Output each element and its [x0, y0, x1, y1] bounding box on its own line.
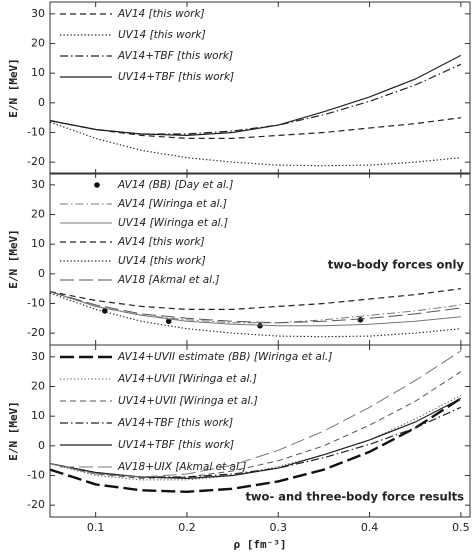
legend-label: UV14 [this work]	[118, 255, 206, 267]
x-axis-label: ρ [fm⁻³]	[234, 538, 287, 551]
data-line	[50, 397, 462, 494]
legend-label: AV14+UVII estimate (BB) [Wiringa et al.]	[117, 351, 332, 363]
y-tick-label: 20	[31, 208, 45, 221]
data-line	[50, 371, 462, 479]
y-tick-label: 10	[31, 409, 45, 422]
legend-label: AV14 [this work]	[117, 8, 205, 20]
legend-label: AV14 [this work]	[117, 236, 205, 248]
x-tick-label: 0.3	[270, 521, 288, 534]
annotation: two- and three-body force results	[245, 490, 464, 504]
legend-label: UV14 [this work]	[118, 29, 206, 41]
data-line	[50, 292, 461, 338]
y-tick-label: 0	[38, 96, 45, 109]
y-tick-label: 30	[31, 7, 45, 20]
data-line	[50, 350, 462, 478]
data-line	[50, 291, 461, 324]
y-tick-label: -20	[27, 326, 45, 339]
x-tick-label: 0.4	[361, 521, 379, 534]
data-line	[50, 288, 461, 310]
y-tick-label: 20	[31, 37, 45, 50]
data-point	[165, 318, 172, 325]
data-line	[50, 291, 461, 327]
data-line	[50, 117, 461, 139]
y-tick-label: 30	[31, 350, 45, 363]
plot-frame	[49, 344, 471, 518]
y-axis-label: E/N [MeV]	[7, 229, 20, 289]
annotation: two-body forces only	[328, 258, 465, 272]
data-line	[50, 291, 461, 324]
y-tick-label: 30	[31, 178, 45, 191]
legend-label: AV14 (BB) [Day et al.]	[117, 179, 233, 191]
legend-label: UV14 [Wiringa et al.]	[118, 217, 228, 229]
y-axis-label: E/N [MeV]	[7, 401, 20, 461]
data-line	[50, 397, 462, 480]
legend-label: AV14 [Wiringa et al.]	[117, 198, 227, 210]
data-point	[257, 322, 263, 329]
legend-label: UV14+TBF [this work]	[118, 71, 234, 83]
legend-marker	[94, 182, 100, 188]
legend-label: AV18 [Akmal et al.]	[117, 274, 220, 286]
data-point	[357, 316, 364, 323]
y-tick-label: -10	[27, 125, 45, 138]
legend-label: AV18+UIX [Akmal et al.]	[117, 461, 246, 473]
x-tick-label: 0.1	[87, 521, 105, 534]
data-line	[50, 63, 462, 135]
y-tick-label: 0	[38, 439, 45, 452]
x-tick-label: 0.5	[452, 521, 470, 534]
data-line	[50, 121, 461, 167]
y-tick-label: -20	[27, 498, 45, 511]
y-axis-label: E/N [MeV]	[7, 58, 20, 118]
y-tick-label: 10	[31, 237, 45, 250]
legend-label: AV14+TBF [this work]	[117, 417, 233, 429]
data-line	[50, 54, 462, 137]
y-tick-label: -10	[27, 296, 45, 309]
y-tick-label: 0	[38, 267, 45, 280]
data-point	[101, 308, 108, 314]
y-tick-label: -20	[27, 155, 45, 168]
data-line	[50, 394, 462, 481]
plot-frame	[49, 1, 471, 175]
legend-label: UV14+UVII [Wiringa et al.]	[118, 395, 258, 407]
x-tick-label: 0.2	[178, 521, 196, 534]
y-tick-label: -10	[27, 468, 45, 481]
legend-label: UV14+TBF [this work]	[118, 439, 234, 451]
y-tick-label: 10	[31, 66, 45, 79]
legend-label: AV14+TBF [this work]	[117, 50, 233, 62]
y-tick-label: 20	[31, 380, 45, 393]
legend-label: AV14+UVII [Wiringa et al.]	[117, 373, 257, 385]
